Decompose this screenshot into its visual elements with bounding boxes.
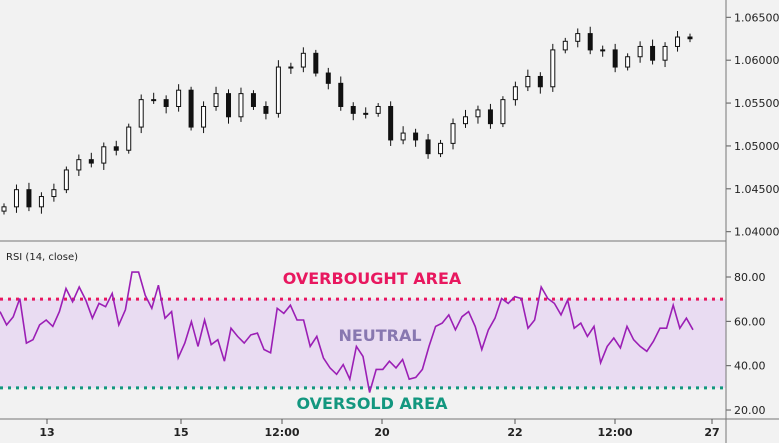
candle xyxy=(625,53,631,71)
candle xyxy=(675,31,681,52)
price-tick-label: 1.05500 xyxy=(734,97,779,110)
candle xyxy=(338,76,344,111)
rsi-pane: 80.00 60.00 40.00 20.00 xyxy=(0,271,766,417)
candle xyxy=(325,67,331,90)
candle xyxy=(562,37,568,54)
candle xyxy=(475,105,481,124)
rsi-tick-label: 20.00 xyxy=(734,404,766,417)
candle xyxy=(350,102,356,121)
neutral-band xyxy=(0,299,726,388)
candle xyxy=(375,103,381,117)
candle xyxy=(238,87,244,122)
candle xyxy=(500,96,506,128)
candle xyxy=(487,103,493,129)
rsi-tick-label: 60.00 xyxy=(734,315,766,328)
candle xyxy=(612,43,618,73)
candle xyxy=(76,154,82,176)
candle xyxy=(263,101,269,120)
x-tick-label: 20 xyxy=(374,426,390,439)
x-tick-label: 12:00 xyxy=(597,426,632,439)
candle xyxy=(126,123,132,154)
candle xyxy=(138,94,144,134)
candle xyxy=(687,33,693,43)
rsi-title: RSI (14, close) xyxy=(6,252,78,263)
candle xyxy=(275,60,281,118)
candle xyxy=(113,140,119,156)
candle xyxy=(88,152,94,168)
candle xyxy=(413,128,419,147)
candle xyxy=(250,90,256,110)
candle xyxy=(13,184,19,213)
candle xyxy=(662,42,668,68)
overbought-label: OVERBOUGHT AREA xyxy=(283,269,462,288)
x-tick-label: 27 xyxy=(704,426,719,439)
price-tick-label: 1.04500 xyxy=(734,183,779,196)
candle xyxy=(438,139,444,158)
candle xyxy=(425,133,431,159)
price-tick-label: 1.06500 xyxy=(734,11,779,24)
candle xyxy=(201,101,207,134)
candle xyxy=(313,49,319,77)
candle xyxy=(188,86,194,131)
candle xyxy=(300,47,306,73)
candle xyxy=(512,81,518,106)
x-tick-label: 13 xyxy=(39,426,54,439)
neutral-label: NEUTRAL xyxy=(338,326,421,345)
candle xyxy=(163,95,169,114)
candle xyxy=(101,142,107,170)
candle xyxy=(450,118,456,150)
candle xyxy=(151,92,157,104)
price-pane: 1.06500 1.06000 1.05500 1.05000 1.04500 1.040… xyxy=(1,11,779,239)
candle xyxy=(550,43,556,92)
candle xyxy=(51,183,57,202)
x-axis-ticks: 13 15 12:00 20 22 12:00 27 xyxy=(39,419,720,439)
candle xyxy=(26,182,32,212)
candle xyxy=(176,84,182,112)
candle xyxy=(462,109,468,128)
candle xyxy=(400,126,406,145)
rsi-line xyxy=(0,271,694,393)
candle xyxy=(63,166,69,194)
candle xyxy=(288,62,294,74)
candle xyxy=(637,41,643,63)
candle xyxy=(38,192,44,214)
rsi-tick-label: 80.00 xyxy=(734,271,766,284)
candle xyxy=(213,86,219,111)
candle xyxy=(226,89,232,124)
candle xyxy=(1,203,7,215)
candle xyxy=(575,28,581,48)
x-tick-label: 12:00 xyxy=(264,426,299,439)
candle xyxy=(525,69,531,92)
candle xyxy=(363,107,369,119)
price-tick-label: 1.06000 xyxy=(734,54,779,67)
price-tick-label: 1.05000 xyxy=(734,140,779,153)
candle xyxy=(587,26,593,55)
candle xyxy=(600,45,606,57)
candle xyxy=(388,101,394,146)
rsi-tick-label: 40.00 xyxy=(734,360,766,373)
price-tick-label: 1.04000 xyxy=(734,226,779,239)
oversold-label: OVERSOLD AREA xyxy=(297,394,449,413)
x-tick-label: 15 xyxy=(173,426,188,439)
candle xyxy=(537,72,543,94)
candle xyxy=(650,39,656,65)
x-tick-label: 22 xyxy=(507,426,522,439)
